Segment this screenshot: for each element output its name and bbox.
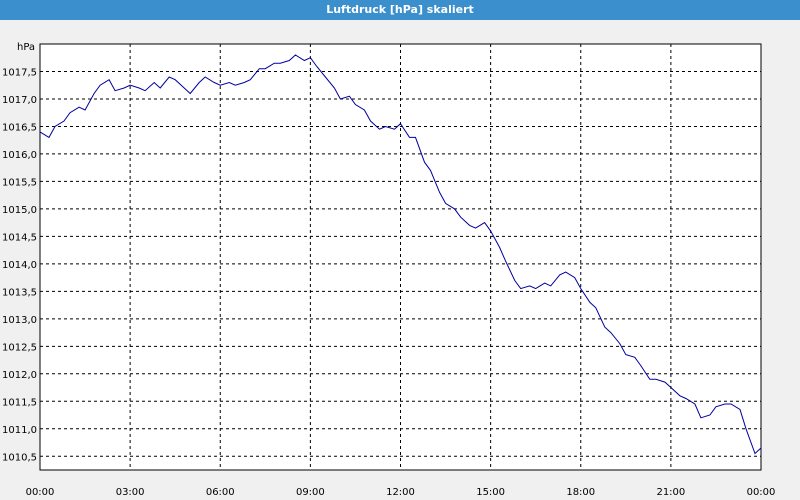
y-tick-label: 1012,0: [2, 370, 37, 381]
y-tick-label: 1017,5: [2, 67, 37, 78]
y-tick-label: 1016,5: [2, 122, 37, 133]
y-tick-label: 1017,0: [2, 95, 37, 106]
x-tick-time: 15:00: [476, 487, 505, 498]
y-tick-label: 1011,0: [2, 425, 37, 436]
x-tick-time: 03:00: [116, 487, 145, 498]
line-chart: hPa 1017,5 1017,0 1016,5 1016,0 1015,5 1015,0…: [2, 42, 776, 498]
y-tick-label: 1011,5: [2, 397, 37, 408]
y-axis: hPa 1017,5 1017,0 1016,5 1016,0 1015,5 1015,0…: [2, 42, 37, 463]
x-tick-time: 06:00: [206, 487, 235, 498]
x-axis: 00:0012.10.1303:0012.10.1306:0012.10.130…: [26, 487, 776, 498]
y-tick-label: 1014,5: [2, 232, 37, 243]
x-tick-time: 21:00: [656, 487, 685, 498]
x-tick-time: 00:00: [747, 487, 776, 498]
chart-title: Luftdruck [hPa] skaliert: [0, 0, 800, 20]
y-tick-label: 1015,5: [2, 177, 37, 188]
y-axis-unit: hPa: [17, 42, 35, 53]
grid-lines: [40, 44, 761, 470]
x-tick-time: 18:00: [566, 487, 595, 498]
y-tick-label: 1015,0: [2, 205, 37, 216]
y-tick-label: 1010,5: [2, 452, 37, 463]
x-tick-time: 00:00: [26, 487, 55, 498]
x-tick-time: 09:00: [296, 487, 325, 498]
y-tick-label: 1014,0: [2, 260, 37, 271]
y-tick-label: 1013,0: [2, 315, 37, 326]
pressure-line: [39, 54, 762, 455]
y-tick-label: 1016,0: [2, 150, 37, 161]
x-tick-time: 12:00: [386, 487, 415, 498]
y-tick-label: 1013,5: [2, 287, 37, 298]
y-tick-label: 1012,5: [2, 342, 37, 353]
